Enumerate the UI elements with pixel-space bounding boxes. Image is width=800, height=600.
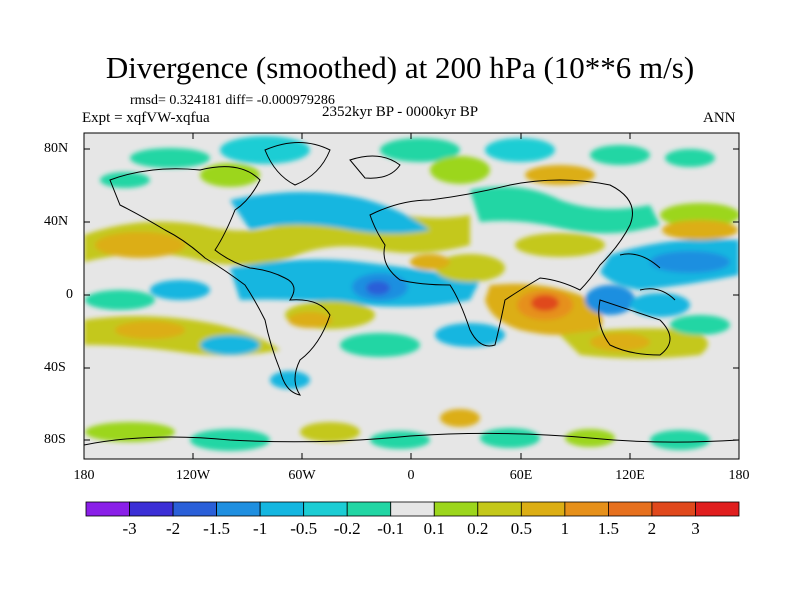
colorbar-label: 0.5: [510, 519, 532, 538]
x-label-60e: 60E: [509, 468, 533, 483]
y-label-80n: 80N: [44, 141, 69, 156]
y-label-40s: 40S: [44, 360, 66, 375]
x-ticks: [192, 133, 631, 459]
colorbar-label: 2: [647, 519, 657, 538]
colorbar-swatch: [346, 501, 392, 517]
colorbar-swatch: [433, 501, 479, 517]
y-label-80s: 80S: [44, 432, 66, 447]
colorbar-label: 0.2: [467, 519, 489, 538]
colorbar-label: -0.5: [290, 519, 318, 538]
colorbar-swatch: [695, 501, 740, 517]
map-title: Divergence (smoothed) at 200 hPa (10**6 …: [105, 50, 695, 85]
y-ticks: [84, 148, 739, 441]
x-label-120e: 120E: [615, 468, 645, 483]
colorbar-label: -0.1: [377, 519, 405, 538]
colorbar-swatch: [390, 501, 435, 517]
colorbar-swatch: [608, 501, 653, 517]
colorbar-label: 1: [560, 519, 570, 538]
period-label: 2352kyr BP - 0000kyr BP: [322, 104, 479, 120]
colorbar-swatch: [303, 501, 348, 517]
experiment-label: Expt = xqfVW-xqfua: [82, 110, 210, 126]
colorbar-swatch: [216, 501, 261, 517]
colorbar-swatch: [259, 501, 305, 517]
x-label-180e: 180: [728, 468, 750, 483]
colorbar-label: -2: [165, 519, 181, 538]
divergence-field: [84, 136, 739, 451]
colorbar-label: -1.5: [203, 519, 231, 538]
season-label: ANN: [703, 110, 736, 126]
colorbar-swatch: [520, 501, 566, 517]
colorbar-swatch: [651, 501, 696, 517]
colorbar-label: 0.1: [423, 519, 445, 538]
coastlines: [84, 142, 739, 446]
colorbar-swatch: [477, 501, 522, 517]
colorbar-label: 1.5: [597, 519, 620, 538]
y-label-40n: 40N: [44, 214, 69, 229]
x-label-0: 0: [407, 468, 415, 483]
colorbar: [85, 501, 740, 517]
colorbar-label: 3: [691, 519, 700, 538]
colorbar-label: -0.2: [333, 519, 361, 538]
colorbar-swatch: [564, 501, 609, 517]
colorbar-label: -1: [253, 519, 268, 538]
colorbar-label: -3: [122, 519, 137, 538]
y-label-0: 0: [66, 287, 73, 302]
x-label-120w: 120W: [175, 468, 211, 483]
x-label-60w: 60W: [288, 468, 316, 483]
stats-text: rmsd= 0.324181 diff= -0.000979286: [130, 93, 335, 108]
colorbar-swatch: [172, 501, 217, 517]
x-label-180w: 180: [73, 468, 95, 483]
colorbar-swatch: [85, 501, 130, 517]
colorbar-swatch: [129, 501, 174, 517]
